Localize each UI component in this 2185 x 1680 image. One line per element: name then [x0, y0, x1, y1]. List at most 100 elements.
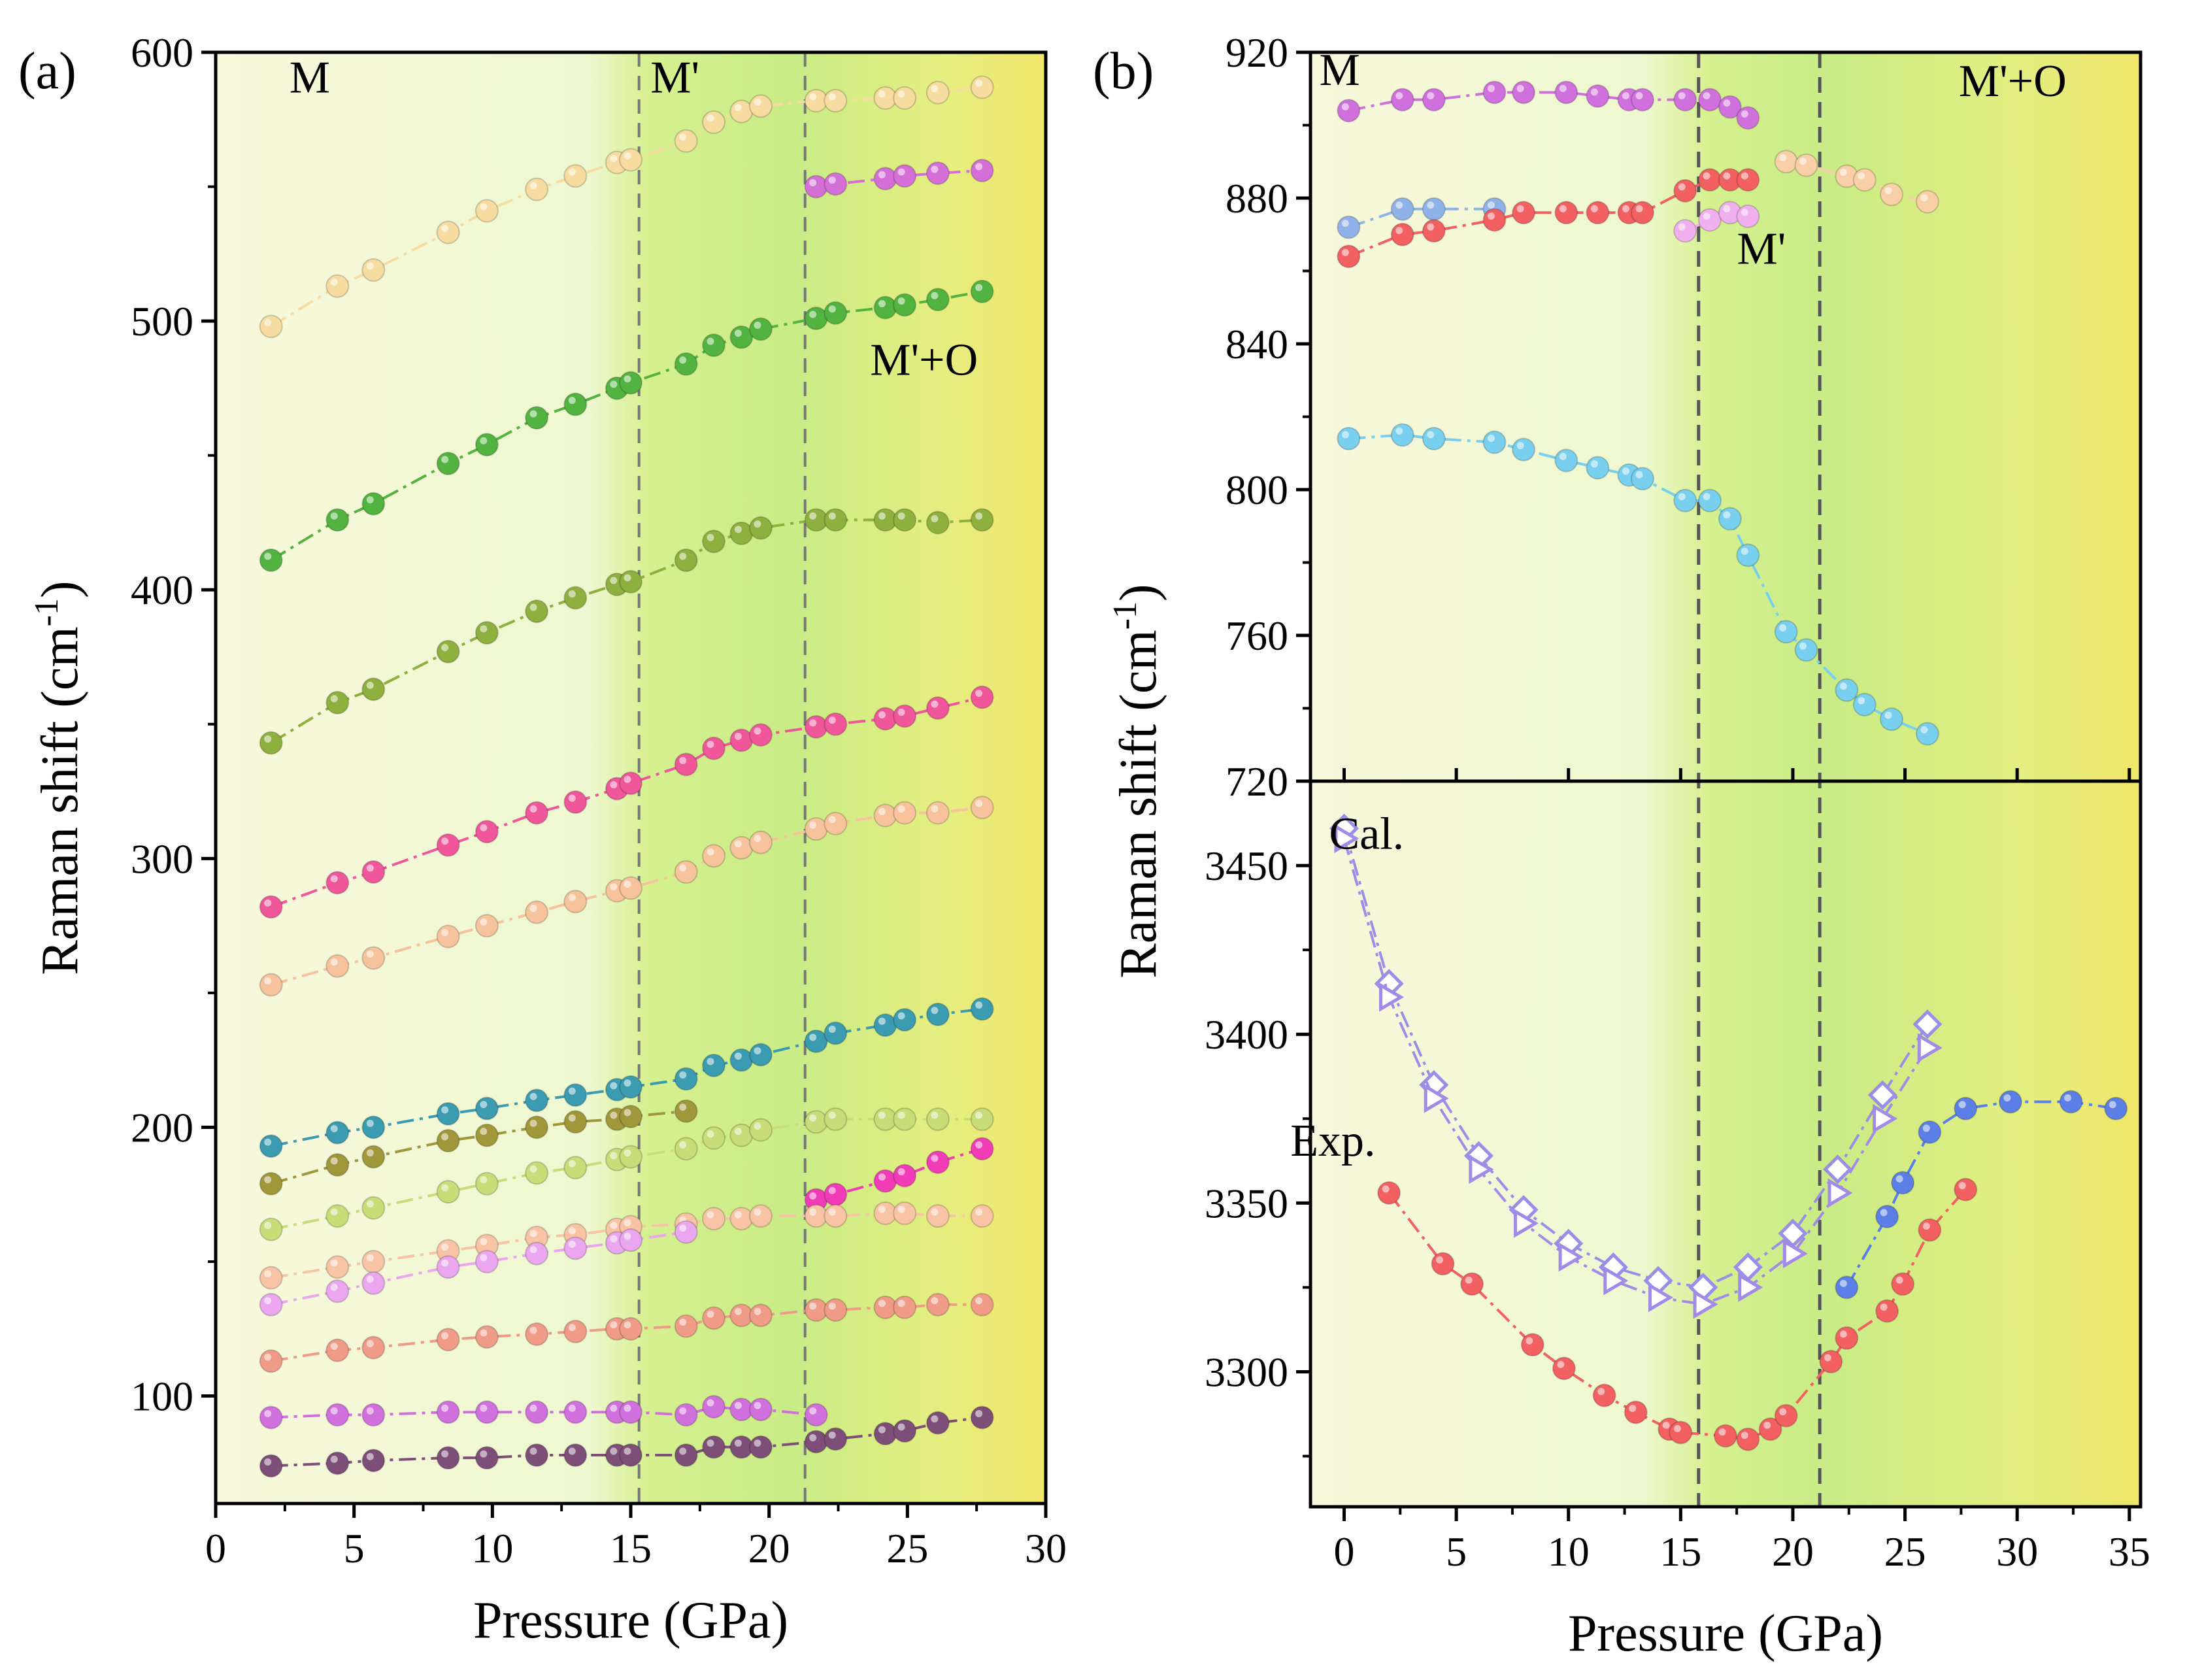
panel-a-point-mode-282-12	[748, 723, 773, 747]
panel-a-point-highlight-mode-134-3	[441, 1259, 449, 1267]
panel-a-point-highlight-mode-144-16	[897, 1205, 905, 1213]
panel-a-point-highlight-mode-113-6	[568, 1324, 576, 1332]
panel-a-point-mode-144-1	[325, 1255, 350, 1279]
panel-b-lower-point-highlight-exp-red-1	[1436, 1256, 1444, 1264]
panel-a-point-highlight-mode-134-8	[624, 1232, 631, 1240]
panel-a-point-highlight-mode-74-9	[679, 1447, 687, 1455]
panel-a-point-mode-113-16	[893, 1295, 917, 1319]
panel-b-lower-x-tick-label-2: 10	[1548, 1528, 1590, 1575]
panel-a-point-mode-162-18	[970, 1107, 994, 1132]
panel-a-point-mode-343-3	[436, 639, 460, 664]
panel-a-label: (a)	[18, 42, 76, 100]
panel-b-lower-point-cal-diamond-11	[1823, 1154, 1853, 1184]
panel-b-lower-point-exp-red-16	[1891, 1272, 1915, 1296]
panel-a-point-mode-92-4	[475, 1400, 499, 1424]
panel-a-phase-boundaries	[637, 52, 807, 1504]
panel-a-point-highlight-mode-74-13	[809, 1434, 817, 1441]
panel-a-point-highlight-mode-113-10	[707, 1310, 714, 1318]
panel-b-lower-point-exp-blue-7	[2104, 1096, 2128, 1120]
panel-a-point-mode-343-17	[926, 511, 950, 535]
panel-a-point-mode-193-12	[748, 1043, 773, 1067]
panel-b-lower-point-highlight-exp-red-0	[1382, 1185, 1390, 1193]
panel-a-point-mode-498-2	[361, 258, 386, 282]
panel-a-point-highlight-mode-92-2	[366, 1407, 374, 1415]
panel-a-point-mode-343-4	[475, 621, 499, 645]
panel-a-point-mode-113-17	[926, 1292, 950, 1317]
panel-b-upper-point-highlight-mode-904-10	[1703, 92, 1710, 99]
panel-a-point-highlight-mode-144-8	[624, 1219, 631, 1227]
panel-a-point-highlight-mode-550-3	[897, 168, 905, 176]
panel-a-point-highlight-mode-113-13	[809, 1302, 817, 1310]
panel-a-point-highlight-mode-193-0	[264, 1138, 272, 1146]
panel-b-lower-x-tick-label-3: 15	[1660, 1528, 1701, 1575]
panel-a-point-highlight-mode-113-12	[754, 1307, 761, 1315]
panel-a-point-mode-179-2	[361, 1145, 386, 1169]
panel-b-upper-point-mode-872-1	[1390, 197, 1414, 221]
panel-a-point-highlight-mode-253-3	[441, 929, 449, 937]
panel-b-upper-point-mode-904-0	[1337, 99, 1361, 123]
panel-a-point-highlight-mode-411-9	[679, 356, 687, 364]
panel-a-point-mode-134-4	[475, 1250, 499, 1273]
panel-a-point-mode-282-9	[674, 752, 698, 777]
panel-a-point-mode-253-15	[873, 803, 897, 828]
panel-a-point-mode-282-11	[729, 728, 754, 752]
panel-a-point-mode-193-6	[563, 1083, 588, 1107]
panel-b-lower-point-cal-triangle-5	[1558, 1242, 1584, 1272]
panel-a-series-mode-253	[259, 796, 994, 997]
panel-a-series-mode-343	[259, 508, 994, 755]
panel-b-upper-y-tick-label-5: 920	[1226, 29, 1288, 76]
panel-b-lower-x-tick-label-0: 0	[1333, 1528, 1354, 1575]
panel-a-point-highlight-mode-193-2	[366, 1119, 374, 1127]
panel-a-point-mode-550-3	[893, 164, 917, 188]
panel-a-point-highlight-mode-173-4	[931, 1154, 939, 1162]
panel-a-point-highlight-mode-74-10	[707, 1439, 714, 1447]
panel-a-point-highlight-mode-343-7	[610, 577, 618, 584]
panel-a-point-highlight-mode-144-12	[754, 1208, 761, 1216]
panel-a-point-highlight-mode-144-2	[366, 1254, 374, 1262]
panel-a-point-mode-343-8	[619, 569, 642, 594]
panel-a-point-highlight-mode-343-4	[480, 625, 488, 633]
panel-a-point-mode-253-10	[702, 844, 726, 868]
panel-a-point-mode-162-5	[525, 1161, 549, 1185]
panel-b-annotations: Cal. Exp.	[1290, 809, 1404, 1166]
panel-a-point-highlight-mode-498-6	[568, 168, 576, 176]
panel-b-upper-point-highlight-mode-904-7	[1622, 92, 1629, 99]
panel-a-point-mode-498-14	[824, 89, 848, 112]
panel-a-point-highlight-mode-179-9	[679, 1103, 687, 1111]
panel-a-point-highlight-mode-113-0	[264, 1353, 272, 1361]
panel-a-point-highlight-mode-74-0	[264, 1458, 272, 1466]
panel-b-lower-series-line-cal-diamond	[1343, 828, 1929, 1289]
panel-b-upper-point-mode-814-1	[1390, 423, 1414, 447]
panel-a-series-mode-179	[259, 1099, 698, 1196]
panel-a-point-highlight-mode-282-16	[897, 708, 905, 716]
panel-b-upper-point-highlight-mode-864-12	[1741, 172, 1748, 180]
panel-a-point-mode-550-2	[873, 167, 897, 191]
panel-a-point-mode-550-0	[804, 175, 828, 199]
panel-b-upper-point-highlight-mode-890-5	[1920, 194, 1928, 202]
panel-b-lower-point-exp-red-6	[1624, 1400, 1648, 1424]
panel-a-point-highlight-mode-92-10	[707, 1399, 714, 1407]
panel-b-lower-point-highlight-exp-red-9	[1718, 1428, 1726, 1436]
panel-a-x-tick-label-4: 20	[748, 1525, 790, 1571]
panel-b-upper-point-highlight-mode-814-4	[1516, 442, 1524, 450]
panel-a-point-highlight-mode-92-8	[624, 1404, 631, 1412]
panel-a-series-mode-134	[259, 1220, 698, 1317]
panel-a-point-highlight-mode-162-9	[679, 1141, 687, 1149]
panel-a-point-highlight-mode-411-1	[330, 512, 338, 520]
panel-a-point-highlight-mode-498-9	[679, 133, 687, 141]
panel-b-upper-point-mode-890-0	[1774, 150, 1798, 174]
panel-b-upper-point-highlight-mode-890-2	[1839, 169, 1847, 176]
panel-a-point-mode-134-9	[674, 1220, 698, 1244]
panel-b-upper-point-mode-814-17	[1880, 707, 1903, 731]
panel-b-upper-axes: 720 760 800 840 880 920	[1226, 29, 2131, 805]
panel-a-point-highlight-mode-498-0	[264, 318, 272, 326]
panel-a-point-mode-144-14	[824, 1204, 848, 1228]
panel-a-point-highlight-mode-411-5	[529, 410, 537, 418]
panel-a-point-highlight-mode-343-3	[441, 644, 449, 652]
panel-a-point-highlight-mode-411-3	[441, 456, 449, 463]
panel-b-y-axis-title: Raman shift (cm-1)	[1107, 584, 1167, 978]
panel-a-point-mode-134-6	[563, 1236, 588, 1260]
panel-a-point-highlight-mode-193-4	[480, 1101, 488, 1109]
panel-b-phase-label-1: M'	[1737, 224, 1786, 274]
panel-b-upper-point-highlight-mode-904-2	[1427, 92, 1435, 99]
